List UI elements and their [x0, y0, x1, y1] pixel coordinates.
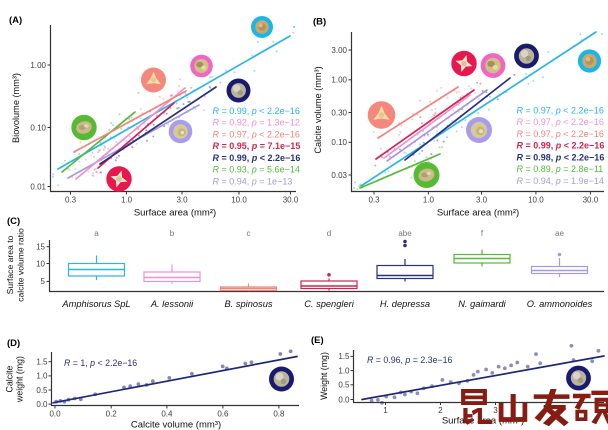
svg-text:(C): (C): [7, 216, 20, 227]
svg-text:Weight (mg): Weight (mg): [319, 352, 329, 400]
svg-text:1.00: 1.00: [331, 76, 347, 85]
svg-text:f: f: [481, 229, 484, 238]
svg-text:abe: abe: [398, 229, 412, 238]
svg-text:R = 0.92, p = 1.3e−12: R = 0.92, p = 1.3e−12: [213, 118, 300, 128]
svg-text:ae: ae: [555, 229, 564, 238]
svg-text:R = 1, p < 2.2e−16: R = 1, p < 2.2e−16: [64, 358, 137, 368]
svg-text:10: 10: [36, 259, 45, 268]
svg-text:Surface area (mm²): Surface area (mm²): [437, 208, 519, 219]
svg-text:R = 0.99, p < 2.2e−16: R = 0.99, p < 2.2e−16: [517, 141, 605, 151]
svg-text:0.5: 0.5: [36, 386, 48, 395]
svg-text:(D): (D): [7, 338, 20, 349]
svg-text:C. spengleri: C. spengleri: [304, 299, 355, 309]
svg-text:N. gaimardi: N. gaimardi: [458, 299, 506, 309]
svg-text:1: 1: [383, 406, 388, 415]
svg-text:(A): (A): [9, 15, 22, 26]
svg-text:Amphisorus SpL: Amphisorus SpL: [61, 299, 130, 309]
svg-text:3.0: 3.0: [176, 196, 188, 205]
svg-text:0.10: 0.10: [331, 138, 347, 147]
svg-text:0.5: 0.5: [338, 381, 350, 390]
svg-text:0.0: 0.0: [36, 400, 48, 409]
svg-text:A. lessonii: A. lessonii: [150, 299, 194, 309]
svg-text:15: 15: [36, 243, 45, 252]
svg-text:0.03: 0.03: [331, 171, 347, 180]
svg-text:0.8: 0.8: [273, 410, 285, 419]
svg-text:0.30: 0.30: [331, 108, 347, 117]
svg-text:R = 0.93, p = 5.6e−14: R = 0.93, p = 5.6e−14: [213, 165, 300, 175]
svg-text:R = 0.95, p = 7.1e−15: R = 0.95, p = 7.1e−15: [213, 141, 301, 151]
svg-text:B. spinosus: B. spinosus: [224, 299, 272, 309]
svg-text:O. ammonoides: O. ammonoides: [527, 299, 593, 309]
svg-text:Calcite: Calcite: [5, 365, 15, 392]
svg-text:(E): (E): [311, 335, 324, 346]
svg-text:0.0: 0.0: [338, 395, 350, 404]
svg-text:0.6: 0.6: [217, 410, 229, 419]
svg-text:1.0: 1.0: [338, 366, 350, 375]
svg-text:0.10: 0.10: [30, 123, 46, 132]
svg-text:3: 3: [493, 406, 498, 415]
svg-text:R = 0.97, p < 2.2e−16: R = 0.97, p < 2.2e−16: [517, 105, 604, 115]
svg-text:R = 0.99, p < 2.2e−16: R = 0.99, p < 2.2e−16: [213, 106, 300, 116]
svg-text:0.3: 0.3: [368, 196, 380, 205]
svg-text:3.00: 3.00: [331, 46, 347, 55]
svg-text:10.0: 10.0: [528, 196, 544, 205]
svg-text:Calcite volume (mm³): Calcite volume (mm³): [131, 420, 221, 430]
svg-text:1.0: 1.0: [121, 196, 133, 205]
svg-text:3.0: 3.0: [476, 196, 488, 205]
svg-text:30.0: 30.0: [283, 196, 299, 205]
svg-text:calcite volume ratio: calcite volume ratio: [16, 228, 26, 302]
svg-text:d: d: [327, 229, 331, 238]
svg-text:R = 0.97, p < 2.2e−16: R = 0.97, p < 2.2e−16: [517, 117, 604, 127]
svg-text:R = 0.97, p < 2.2e−16: R = 0.97, p < 2.2e−16: [213, 129, 300, 139]
svg-text:1.5: 1.5: [36, 358, 48, 367]
svg-text:10.0: 10.0: [231, 196, 247, 205]
svg-text:Biovolume (mm³): Biovolume (mm³): [11, 73, 21, 143]
svg-text:2: 2: [438, 406, 443, 415]
svg-text:Surface area to: Surface area to: [5, 235, 15, 294]
svg-text:1.00: 1.00: [30, 61, 46, 70]
svg-text:5: 5: [41, 277, 46, 286]
svg-text:Calcite volume (mm³): Calcite volume (mm³): [313, 66, 323, 153]
svg-text:R = 0.97, p < 2.2e−16: R = 0.97, p < 2.2e−16: [517, 129, 604, 139]
svg-text:c: c: [247, 229, 251, 238]
svg-text:0.2: 0.2: [106, 410, 118, 419]
svg-text:1.0: 1.0: [36, 372, 48, 381]
svg-text:Surface area (mm²): Surface area (mm²): [134, 208, 216, 219]
svg-text:0.3: 0.3: [65, 196, 77, 205]
svg-text:R = 0.89, p = 2.8e−11: R = 0.89, p = 2.8e−11: [517, 164, 604, 174]
svg-text:0.0: 0.0: [49, 410, 61, 419]
svg-text:R = 0.99, p < 2.2e−16: R = 0.99, p < 2.2e−16: [213, 153, 301, 163]
svg-text:H. depressa: H. depressa: [380, 299, 430, 309]
svg-text:30.0: 30.0: [583, 196, 599, 205]
svg-text:weight (mg): weight (mg): [15, 356, 25, 403]
svg-text:a: a: [94, 229, 99, 238]
svg-text:R = 0.94, p = 1e−13: R = 0.94, p = 1e−13: [213, 176, 293, 186]
svg-text:R = 0.98, p < 2.2e−16: R = 0.98, p < 2.2e−16: [517, 152, 605, 162]
svg-text:R = 0.94, p = 1.9e−14: R = 0.94, p = 1.9e−14: [517, 176, 604, 186]
svg-text:0.4: 0.4: [161, 410, 173, 419]
svg-text:b: b: [170, 229, 175, 238]
svg-text:(B): (B): [313, 17, 326, 28]
svg-text:1.5: 1.5: [338, 352, 350, 361]
svg-text:1.0: 1.0: [423, 196, 435, 205]
svg-text:R = 0.96, p = 2.3e−16: R = 0.96, p = 2.3e−16: [367, 355, 452, 365]
svg-text:0.01: 0.01: [30, 182, 46, 191]
